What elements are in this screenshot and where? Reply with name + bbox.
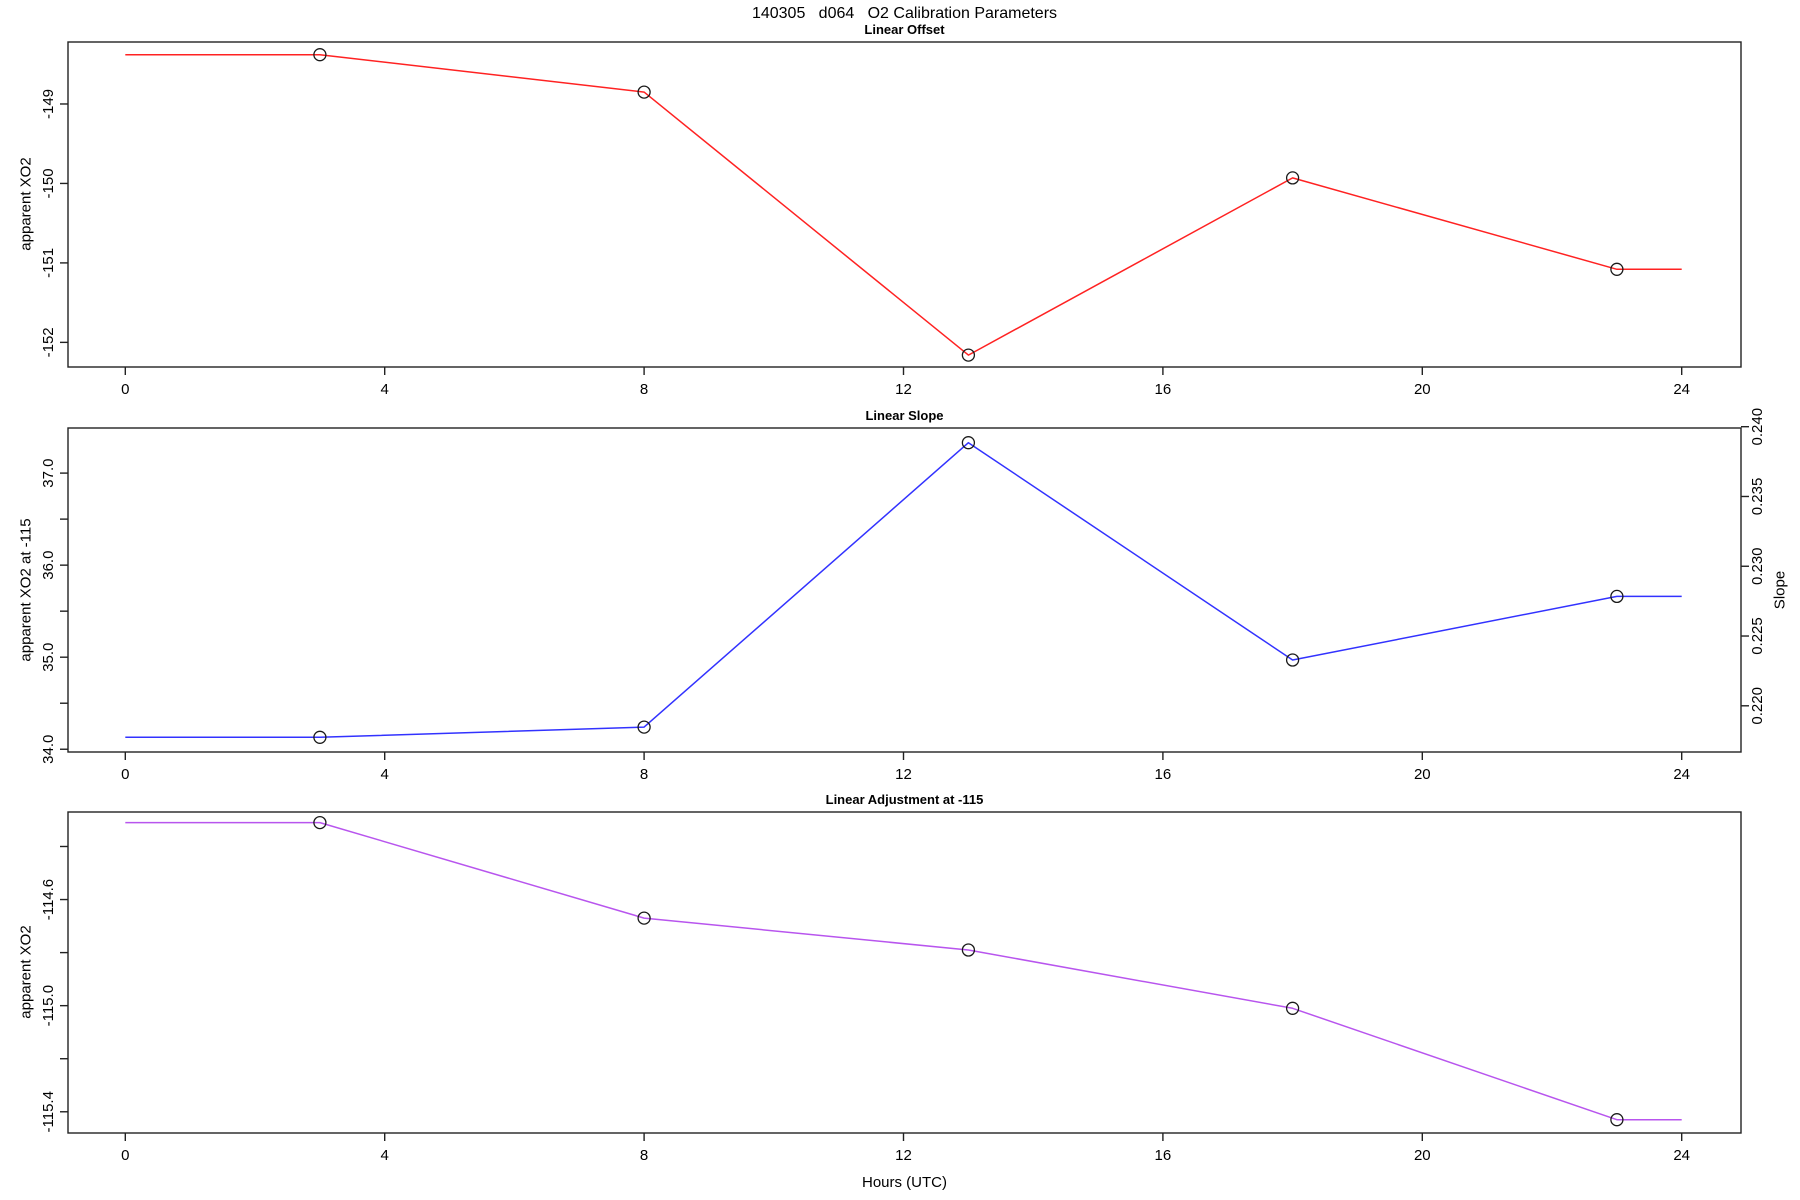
data-point-marker (1610, 262, 1624, 276)
y-tick-label: -149 (40, 89, 57, 119)
x-tick-label: 12 (895, 766, 912, 783)
data-point-marker (1285, 653, 1300, 667)
x-tick-label: 20 (1414, 1147, 1431, 1164)
panel-title-linear-slope: Linear Slope (865, 408, 944, 423)
right-y-tick-label: 0.230 (1749, 547, 1766, 585)
y-tick-label: -150 (40, 168, 57, 198)
series-line (125, 53, 1682, 356)
data-point-marker (961, 436, 976, 450)
y-axis-label-slope-left: apparent XO2 at -115 (17, 518, 35, 662)
y-tick-label: -114.6 (40, 879, 57, 920)
panel-title-linear-adjustment: Linear Adjustment at -115 (825, 792, 984, 807)
panel-linear-slope: 0 4 8 12 16 20 24 34.0 35.0 36.0 37.0 0.220 0.225 0.2… (40, 408, 1766, 783)
x-tick-label: 0 (121, 766, 129, 783)
data-point-marker (1285, 171, 1300, 185)
x-tick-label: 4 (381, 766, 389, 783)
panel-linear-offset: 0 4 8 12 16 20 24 -149 -150 -151 -152 (40, 41, 1742, 398)
y-axis-label-adjustment: apparent XO2 (17, 925, 35, 1019)
x-tick-label: 8 (640, 381, 648, 398)
data-point-marker (961, 943, 976, 957)
x-tick-label: 4 (381, 1147, 389, 1164)
y-tick-label: -115.0 (40, 985, 57, 1026)
y-axis-label-slope-right: Slope (1771, 570, 1789, 610)
data-point-marker (961, 348, 976, 362)
x-tick-label: 24 (1673, 1147, 1690, 1164)
data-point-marker (637, 911, 651, 925)
panel-box (67, 427, 1742, 753)
y-tick-label: 34.0 (40, 735, 57, 764)
series-line (125, 441, 1682, 739)
x-tick-label: 16 (1155, 766, 1172, 783)
data-point-marker (637, 720, 651, 734)
right-y-tick-label: 0.235 (1749, 478, 1766, 516)
x-tick-label: 8 (640, 766, 648, 783)
data-point-marker (1285, 1001, 1300, 1015)
panel-box (67, 811, 1742, 1134)
x-tick-label: 0 (121, 1147, 129, 1164)
x-tick-label: 20 (1414, 766, 1431, 783)
x-tick-label: 8 (640, 1147, 648, 1164)
panel-title-linear-offset: Linear Offset (864, 22, 945, 37)
panel-linear-adjustment: 0 4 8 12 16 20 24 -114.6 -115.0 -115.4 (40, 811, 1742, 1164)
y-tick-label: 37.0 (40, 459, 57, 488)
y-tick-label: -152 (40, 327, 57, 357)
data-point-marker (637, 85, 651, 99)
x-tick-label: 16 (1155, 1147, 1172, 1164)
panel-box (67, 41, 1742, 368)
main-title: 140305 d064 O2 Calibration Parameters (751, 5, 1058, 22)
data-point-marker (313, 48, 327, 62)
x-tick-label: 16 (1155, 381, 1172, 398)
right-y-tick-label: 0.220 (1749, 687, 1766, 725)
data-point-marker (1610, 1113, 1624, 1127)
y-tick-label: -151 (40, 248, 57, 278)
x-tick-label: 24 (1673, 381, 1690, 398)
data-point-marker (313, 815, 327, 830)
x-axis-label: Hours (UTC) (862, 1174, 947, 1191)
x-tick-label: 12 (895, 1147, 912, 1164)
series-line (125, 821, 1682, 1121)
data-point-marker (313, 730, 327, 744)
x-tick-label: 20 (1414, 381, 1431, 398)
x-tick-label: 24 (1673, 766, 1690, 783)
x-tick-label: 4 (381, 381, 389, 398)
y-tick-label: 36.0 (40, 551, 57, 580)
data-point-marker (1610, 589, 1624, 604)
y-tick-label: -115.4 (40, 1091, 57, 1132)
right-y-tick-label: 0.225 (1749, 617, 1766, 655)
y-axis-label-offset: apparent XO2 (17, 157, 35, 251)
right-y-tick-label: 0.240 (1749, 408, 1766, 446)
y-tick-label: 35.0 (40, 643, 57, 672)
x-tick-label: 0 (121, 381, 129, 398)
x-tick-label: 12 (895, 381, 912, 398)
